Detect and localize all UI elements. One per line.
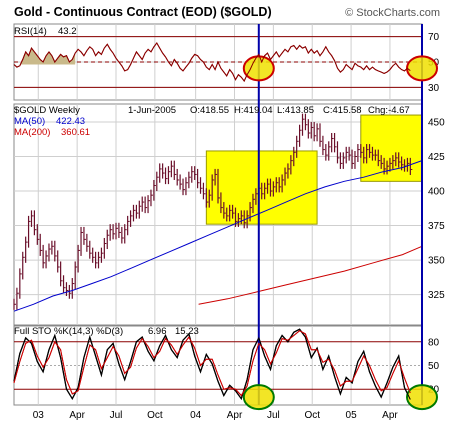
sto-tick-label: 50 (428, 361, 440, 372)
x-tick-label: Apr (227, 410, 243, 421)
sto-k-value: 6.96 (148, 326, 167, 337)
sto-label: Full STO %K(14,3) %D(3) (14, 326, 123, 337)
ma50-label: MA(50) (14, 116, 45, 127)
price-tick-label: 325 (428, 290, 445, 301)
rsi-tick-label: 70 (428, 32, 440, 43)
rsi-tick-label: 30 (428, 83, 440, 94)
rsi-value: 43.2 (58, 26, 77, 37)
price-label: $GOLD Weekly (14, 105, 80, 116)
x-tick-label: Oct (304, 410, 320, 421)
chart-title: Gold - Continuous Contract (EOD) ($GOLD) (14, 5, 272, 19)
ma50-value: 422.43 (56, 116, 85, 127)
x-tick-label: Apr (69, 410, 85, 421)
sto-circle-marker (406, 384, 438, 411)
rsi-line-overlay (13, 42, 411, 82)
x-tick-label: Jul (267, 410, 280, 421)
sto-tick-label: 80 (428, 337, 440, 348)
price-high: H:419.04 (234, 105, 273, 116)
sto-line-overlay (13, 330, 411, 397)
sto-circle-marker (242, 384, 275, 411)
rsi-circle-marker (242, 55, 275, 82)
rsi-label: RSI(14) (14, 26, 47, 37)
ma200-value: 360.61 (61, 127, 90, 138)
price-tick-label: 400 (428, 187, 445, 198)
chart-layers: 03 Apr Jul Oct 04 Apr Jul Oct 05 Apr 70 50 30 450 425 4… (13, 23, 445, 421)
watermark: © StockCharts.com (345, 7, 440, 19)
price-open: O:418.55 (190, 105, 229, 116)
rsi-circle-marker (406, 55, 438, 82)
price-change: Chg:-4.67 (368, 105, 410, 116)
price-close: C:415.58 (323, 105, 362, 116)
price-tick-label: 425 (428, 152, 445, 163)
x-tick-label: Apr (382, 410, 398, 421)
price-tick-label: 375 (428, 221, 445, 232)
price-date: 1-Jun-2005 (128, 105, 176, 116)
x-tick-label: 05 (346, 410, 358, 421)
rsi-area-fill (19, 48, 76, 65)
x-tick-label: Jul (110, 410, 123, 421)
x-tick-label: Oct (147, 410, 163, 421)
ma200-label: MA(200) (14, 127, 50, 138)
sto-d-value: 15.23 (175, 326, 199, 337)
price-tick-label: 450 (428, 117, 445, 128)
x-tick-label: 04 (190, 410, 202, 421)
price-low: L:413.85 (277, 105, 314, 116)
price-tick-label: 350 (428, 256, 445, 267)
x-tick-label: 03 (33, 410, 45, 421)
ma50-line (13, 160, 423, 312)
ma200-line (198, 245, 423, 305)
